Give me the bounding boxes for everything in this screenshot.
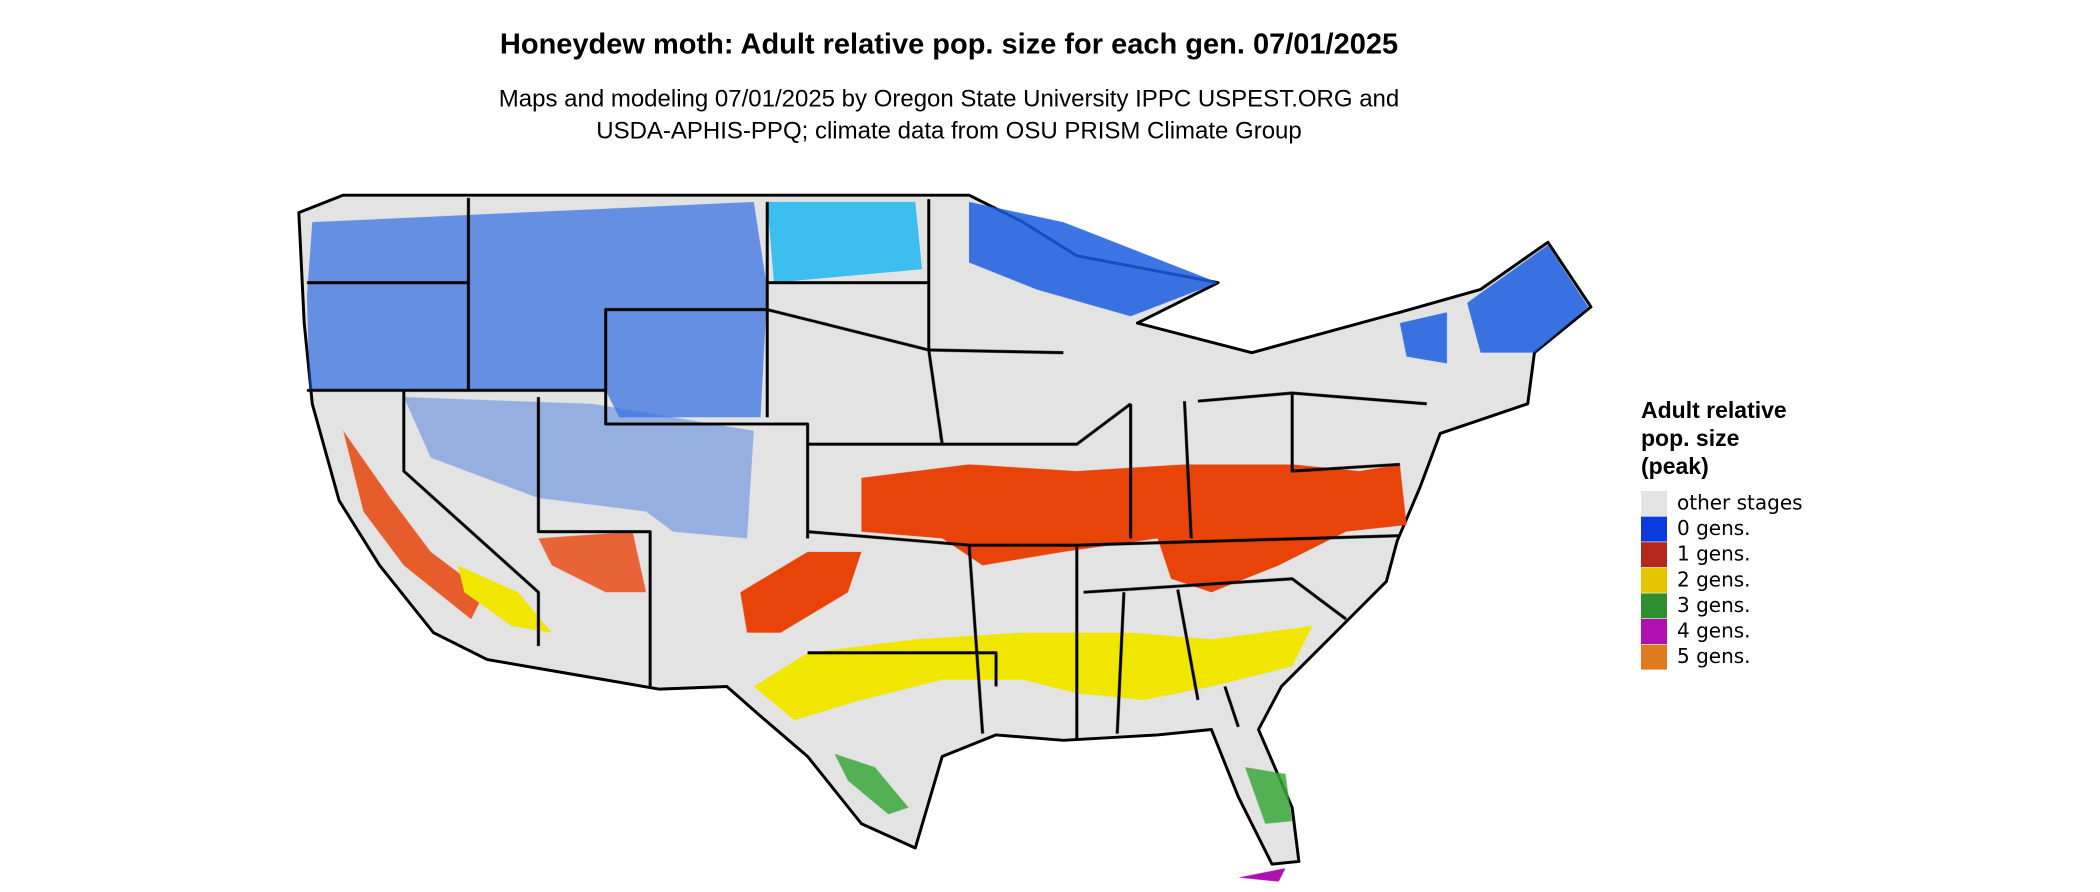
one-gen-area <box>343 430 1407 633</box>
legend-title: (peak) <box>1641 453 1709 479</box>
legend-label: 0 gens. <box>1677 516 1751 540</box>
legend-swatch <box>1641 619 1667 644</box>
legend-title: pop. size <box>1641 425 1739 451</box>
legend-swatch <box>1641 542 1667 568</box>
three-gen-area <box>834 753 1293 824</box>
title: Honeydew moth: Adult relative pop. size … <box>500 29 1398 61</box>
legend-label: 4 gens. <box>1677 619 1751 643</box>
legend-title: Adult relative <box>1641 397 1787 423</box>
subtitle: Maps and modeling 07/01/2025 by Oregon S… <box>499 85 1399 112</box>
legend-swatch <box>1641 644 1667 670</box>
legend-label: 1 gens. <box>1677 542 1751 566</box>
zero-gens-area <box>306 201 1589 539</box>
four-gen-area <box>1238 868 1286 882</box>
legend-swatch <box>1641 516 1667 542</box>
us-map <box>297 193 1593 882</box>
legend-label: 3 gens. <box>1677 593 1751 617</box>
zero-gens-light <box>767 201 923 283</box>
legend-swatch <box>1641 593 1667 619</box>
legend: Adult relative pop. size (peak) other st… <box>1641 397 1803 670</box>
legend-swatch <box>1641 567 1667 593</box>
legend-label: 5 gens. <box>1677 644 1751 668</box>
legend-swatch <box>1641 491 1667 516</box>
legend-label: other stages <box>1677 491 1803 515</box>
two-gen-area <box>457 565 1313 721</box>
legend-label: 2 gens. <box>1677 567 1751 591</box>
state-borders <box>306 197 1427 741</box>
subtitle: USDA-APHIS-PPQ; climate data from OSU PR… <box>596 117 1302 144</box>
